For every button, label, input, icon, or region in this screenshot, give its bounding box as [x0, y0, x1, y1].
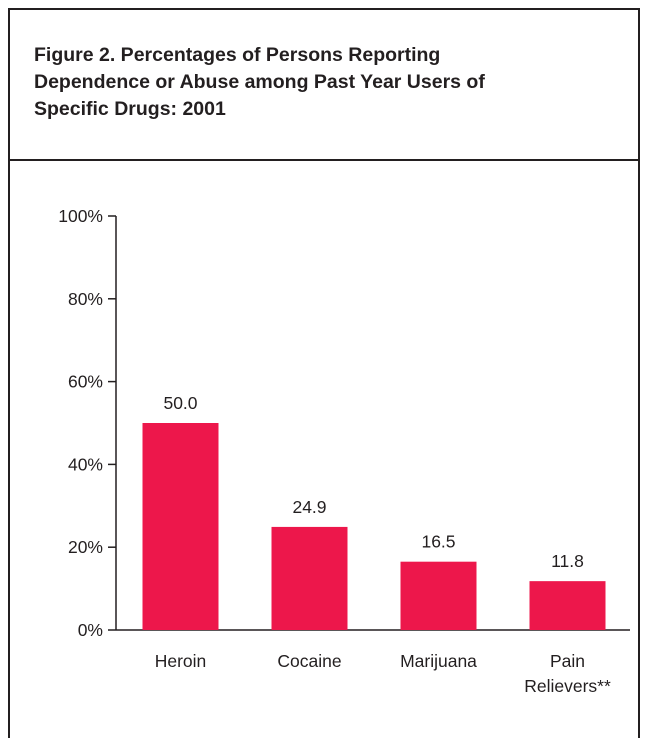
x-category-label: Relievers** — [524, 676, 611, 696]
y-tick-label: 100% — [58, 206, 103, 226]
y-tick-label: 40% — [68, 454, 103, 474]
bar — [529, 581, 606, 630]
y-tick-label: 80% — [68, 289, 103, 309]
bar-value-label: 16.5 — [421, 532, 455, 552]
figure-title-line-3: Specific Drugs: 2001 — [34, 98, 226, 120]
bar-value-label: 11.8 — [551, 551, 584, 571]
y-tick-label: 20% — [68, 537, 103, 557]
figure-frame: Figure 2. Percentages of Persons Reporti… — [8, 8, 640, 738]
bar — [271, 526, 348, 630]
bar — [142, 423, 219, 630]
x-category-label: Marijuana — [400, 651, 477, 671]
bar-value-label: 50.0 — [163, 393, 197, 413]
x-category-label: Cocaine — [277, 651, 341, 671]
bar-value-label: 24.9 — [292, 497, 326, 517]
x-category-label: Heroin — [155, 651, 207, 671]
figure-title-line-2: Dependence or Abuse among Past Year User… — [34, 71, 485, 93]
figure-title: Figure 2. Percentages of Persons Reporti… — [34, 42, 594, 123]
bar — [400, 561, 477, 630]
figure-title-line-1: Figure 2. Percentages of Persons Reporti… — [34, 44, 441, 66]
y-tick-label: 60% — [68, 372, 103, 392]
figure-title-block: Figure 2. Percentages of Persons Reporti… — [10, 10, 638, 161]
x-category-label: Pain — [550, 651, 585, 671]
y-tick-label: 0% — [78, 620, 103, 640]
